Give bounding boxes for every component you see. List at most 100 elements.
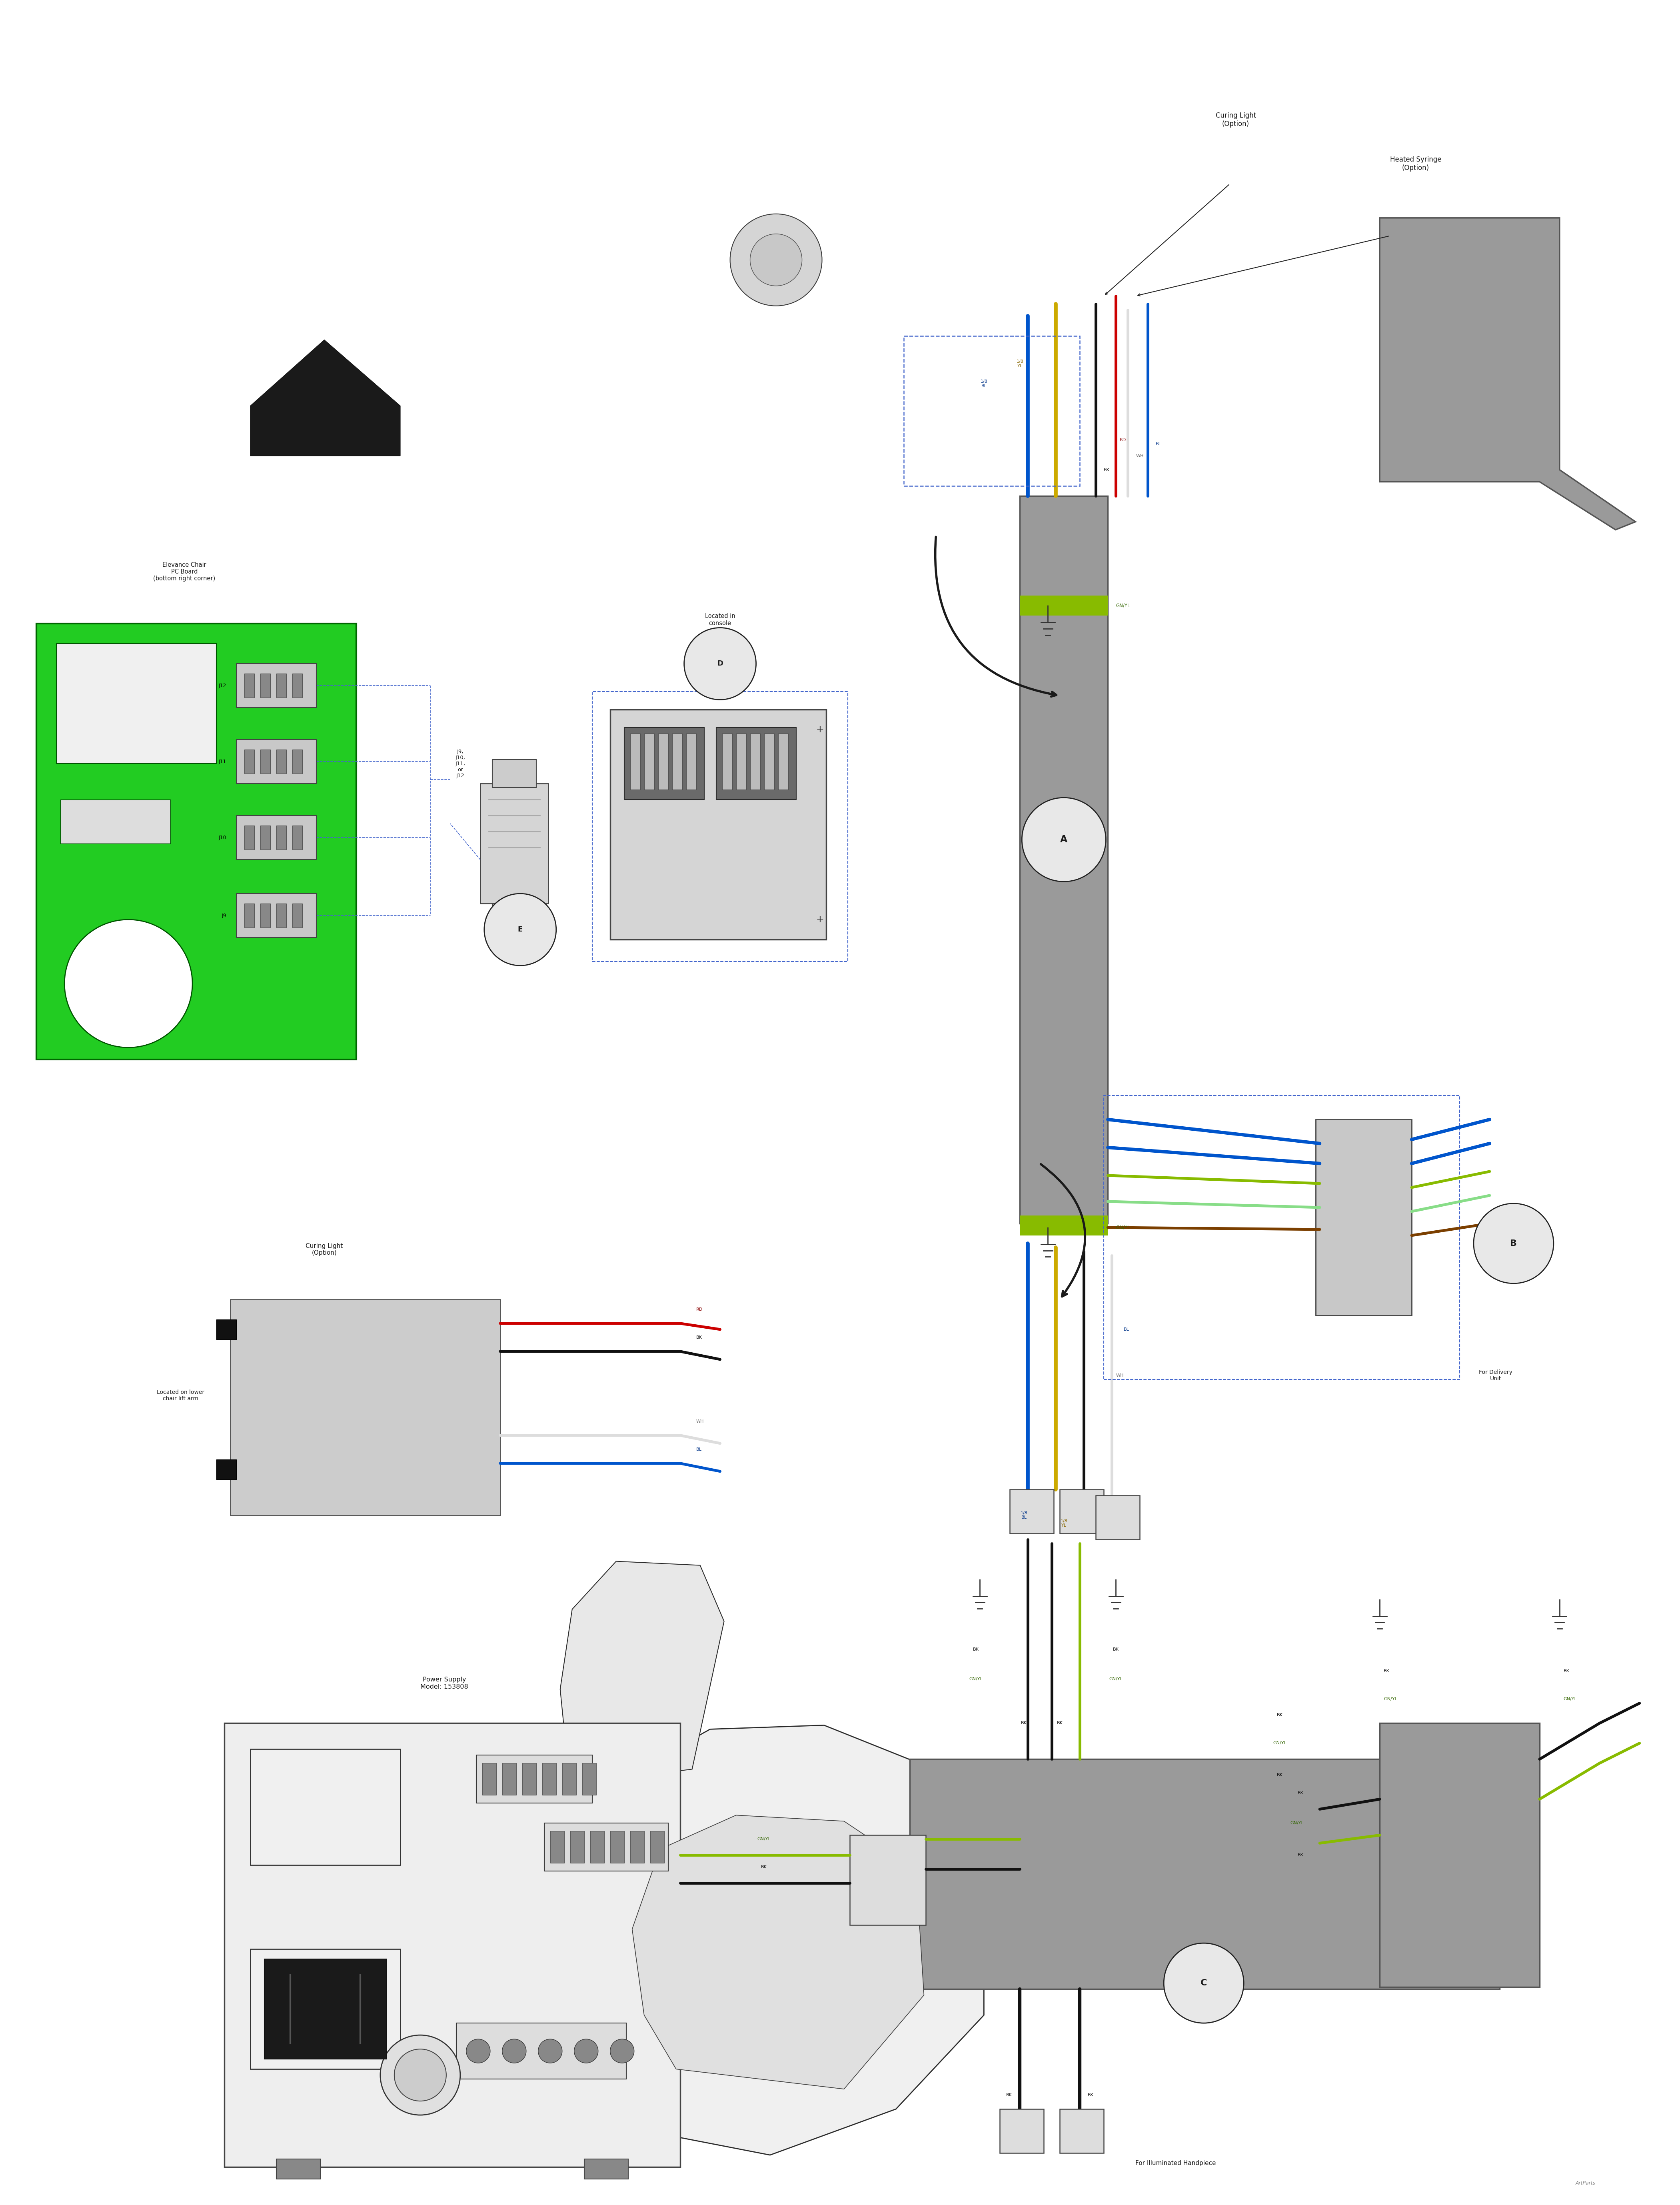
Circle shape [538, 2040, 563, 2064]
Bar [292, 825, 302, 849]
Bar [659, 734, 669, 789]
Bar [685, 734, 696, 789]
Bar [850, 1835, 926, 1925]
Bar [217, 1319, 237, 1338]
Bar [736, 734, 746, 789]
Bar [264, 1958, 386, 2059]
Bar [475, 1755, 591, 1804]
Text: For Illuminated Handpiece: For Illuminated Handpiece [1136, 2161, 1216, 2165]
Text: BL: BL [696, 1446, 702, 1451]
Text: GN/YL: GN/YL [1109, 1678, 1122, 1680]
Bar [37, 624, 356, 1061]
Text: Curing Light
(Option): Curing Light (Option) [306, 1244, 343, 1257]
Bar [217, 1460, 237, 1480]
Bar [563, 1764, 576, 1795]
Text: Power Supply
Model: 153808: Power Supply Model: 153808 [420, 1676, 469, 1689]
Bar [625, 728, 704, 800]
Polygon shape [1379, 218, 1636, 529]
Text: BK: BK [761, 1865, 768, 1870]
Text: GN/YL: GN/YL [969, 1678, 983, 1680]
Circle shape [1164, 1943, 1243, 2022]
Circle shape [484, 893, 556, 966]
Text: BK: BK [1006, 2093, 1011, 2097]
Bar [1379, 1724, 1539, 1987]
Text: Located on lower
chair lift arm: Located on lower chair lift arm [156, 1389, 205, 1402]
Bar [260, 750, 270, 774]
Bar [482, 1764, 496, 1795]
Text: BK: BK [1297, 1790, 1304, 1795]
Bar [583, 1764, 596, 1795]
Text: RD: RD [696, 1308, 702, 1312]
Text: BK: BK [1384, 1669, 1389, 1674]
Bar [502, 1764, 516, 1795]
Text: 1/8
YL: 1/8 YL [1016, 359, 1023, 368]
Text: B: B [1510, 1239, 1517, 1248]
Text: GN/YL: GN/YL [1116, 604, 1131, 609]
Text: BK: BK [696, 1336, 702, 1338]
Bar [260, 675, 270, 697]
Polygon shape [564, 1724, 984, 2154]
Text: BK: BK [1297, 1852, 1304, 1857]
Bar [1020, 595, 1107, 615]
Bar [1060, 1488, 1104, 1532]
Bar [716, 728, 796, 800]
Text: E: E [517, 926, 522, 933]
Bar [276, 750, 286, 774]
Text: A: A [1060, 836, 1067, 845]
Bar [492, 904, 536, 931]
Text: BK: BK [973, 1647, 979, 1652]
Text: BK: BK [1112, 1647, 1119, 1652]
Bar [630, 734, 640, 789]
Bar [643, 734, 654, 789]
Text: GN/YL: GN/YL [1564, 1698, 1578, 1702]
Circle shape [575, 2040, 598, 2064]
Text: ArtParts: ArtParts [1576, 2181, 1596, 2185]
Circle shape [1473, 1204, 1554, 1283]
Text: GN/YL: GN/YL [1384, 1698, 1398, 1702]
Polygon shape [250, 340, 400, 456]
Bar [225, 1724, 680, 2168]
Text: GN/YL: GN/YL [1116, 1224, 1131, 1230]
Bar [1104, 1096, 1460, 1380]
Text: For Delivery
Unit: For Delivery Unit [1478, 1369, 1512, 1380]
Bar [1020, 1215, 1107, 1235]
Bar [650, 1830, 664, 1863]
Bar [244, 904, 254, 928]
Bar [57, 644, 217, 763]
Text: J9,
J10,
J11,
or
J12: J9, J10, J11, or J12 [455, 750, 465, 778]
Bar [292, 675, 302, 697]
Text: +: + [816, 725, 823, 734]
Bar [292, 750, 302, 774]
Bar [276, 2159, 321, 2179]
Bar [1010, 1488, 1053, 1532]
Text: BK: BK [1021, 1722, 1026, 1724]
Bar [292, 904, 302, 928]
Bar [904, 335, 1080, 485]
Bar [1315, 1120, 1411, 1316]
Bar [237, 664, 316, 708]
Circle shape [749, 234, 801, 287]
Text: WH: WH [696, 1420, 704, 1424]
Text: C: C [1201, 1980, 1206, 1987]
Circle shape [610, 2040, 633, 2064]
Text: BK: BK [1277, 1713, 1284, 1718]
Bar [749, 734, 759, 789]
Circle shape [64, 919, 193, 1047]
Text: BK: BK [1089, 2093, 1094, 2097]
Bar [244, 750, 254, 774]
Circle shape [395, 2048, 447, 2101]
Bar [543, 1764, 556, 1795]
Text: GN/YL: GN/YL [758, 1837, 771, 1841]
Bar [276, 825, 286, 849]
Text: +: + [816, 915, 823, 924]
Bar [672, 734, 682, 789]
Bar [230, 1299, 501, 1515]
Bar [260, 904, 270, 928]
Bar [1020, 496, 1107, 1224]
Bar [722, 734, 732, 789]
Text: J9: J9 [222, 913, 227, 917]
Bar [630, 1830, 643, 1863]
Circle shape [502, 2040, 526, 2064]
Circle shape [731, 214, 822, 306]
Text: 1/8
YL: 1/8 YL [1060, 1519, 1067, 1528]
